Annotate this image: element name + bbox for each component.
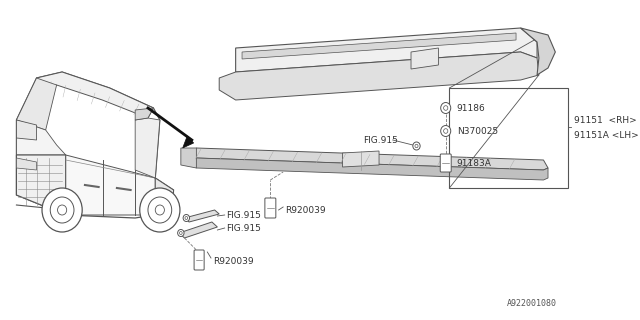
Polygon shape bbox=[17, 155, 66, 215]
Circle shape bbox=[42, 188, 82, 232]
Text: FIG.915: FIG.915 bbox=[227, 211, 261, 220]
Text: 91151A <LH>: 91151A <LH> bbox=[573, 131, 638, 140]
Polygon shape bbox=[411, 48, 438, 69]
Circle shape bbox=[140, 188, 180, 232]
Polygon shape bbox=[242, 33, 516, 59]
Polygon shape bbox=[135, 108, 154, 120]
Text: 91151  <RH>: 91151 <RH> bbox=[573, 116, 636, 124]
Text: FIG.915: FIG.915 bbox=[364, 135, 398, 145]
Polygon shape bbox=[135, 118, 160, 178]
Polygon shape bbox=[17, 158, 36, 170]
Circle shape bbox=[156, 205, 164, 215]
Circle shape bbox=[50, 197, 74, 223]
Polygon shape bbox=[156, 178, 173, 215]
Text: N370025: N370025 bbox=[457, 126, 498, 135]
Polygon shape bbox=[17, 72, 173, 218]
Polygon shape bbox=[17, 120, 36, 140]
Polygon shape bbox=[17, 78, 56, 130]
Text: 91186: 91186 bbox=[457, 103, 485, 113]
Bar bbox=[449, 88, 568, 188]
Text: R920039: R920039 bbox=[285, 205, 326, 214]
Polygon shape bbox=[66, 155, 156, 215]
Text: R920039: R920039 bbox=[213, 258, 253, 267]
Circle shape bbox=[185, 217, 188, 220]
FancyBboxPatch shape bbox=[194, 250, 204, 270]
Circle shape bbox=[58, 205, 67, 215]
Polygon shape bbox=[35, 72, 154, 118]
Circle shape bbox=[179, 232, 182, 235]
Polygon shape bbox=[194, 148, 548, 170]
Text: 91183A: 91183A bbox=[457, 158, 492, 167]
Polygon shape bbox=[184, 210, 220, 222]
Polygon shape bbox=[342, 151, 379, 167]
Polygon shape bbox=[181, 148, 196, 168]
Polygon shape bbox=[220, 52, 539, 100]
FancyBboxPatch shape bbox=[440, 154, 451, 172]
Circle shape bbox=[183, 214, 189, 221]
Circle shape bbox=[441, 125, 451, 137]
Polygon shape bbox=[236, 28, 537, 72]
Polygon shape bbox=[179, 222, 218, 238]
Text: FIG.915: FIG.915 bbox=[227, 223, 261, 233]
Polygon shape bbox=[17, 120, 66, 155]
FancyBboxPatch shape bbox=[265, 198, 276, 218]
Circle shape bbox=[444, 106, 448, 110]
Polygon shape bbox=[182, 136, 194, 148]
Circle shape bbox=[441, 102, 451, 114]
Polygon shape bbox=[520, 28, 556, 75]
Polygon shape bbox=[194, 158, 548, 180]
Circle shape bbox=[444, 129, 448, 133]
Circle shape bbox=[415, 144, 418, 148]
Circle shape bbox=[178, 229, 184, 236]
Circle shape bbox=[413, 142, 420, 150]
Text: A922001080: A922001080 bbox=[507, 299, 557, 308]
Circle shape bbox=[148, 197, 172, 223]
